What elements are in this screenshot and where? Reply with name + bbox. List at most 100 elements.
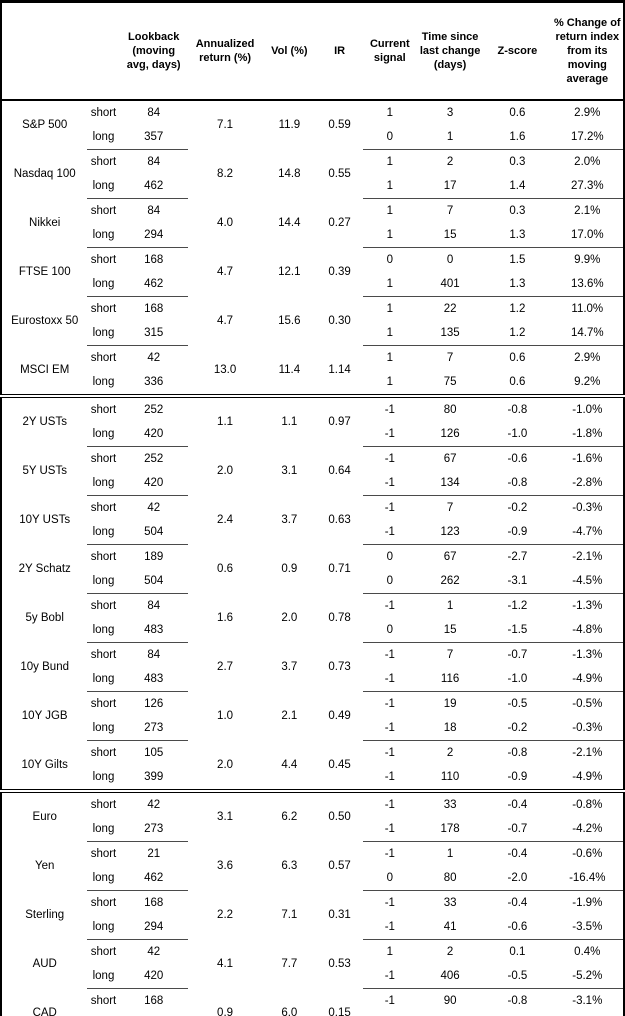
table-row: 5Y USTs short 252 2.0 3.1 0.64 -1 67 -0.6 -1.6% <box>1 447 624 477</box>
table-row: long 294 -1 41 -0.6 -3.5% <box>1 915 624 940</box>
ir-value: 1.14 <box>328 363 351 376</box>
zscore-value: -0.9 <box>483 520 552 545</box>
annualized-return-value: 2.2 <box>217 909 234 921</box>
zscore-value: -2.0 <box>483 866 552 891</box>
zscore-value: -0.6 <box>507 453 528 465</box>
zscore-value: 1.6 <box>483 125 552 150</box>
vol-value: 11.9 <box>278 119 301 132</box>
ir-value: 0.49 <box>328 710 351 722</box>
current-signal-value: -1 <box>384 600 395 612</box>
annualized-return-value: 2.7 <box>217 661 234 673</box>
current-signal-value: -1 <box>362 765 417 792</box>
time-since-change-value: 18 <box>416 716 484 741</box>
pct-change-value: 2.0% <box>574 156 601 168</box>
ir-value: 0.55 <box>328 168 351 180</box>
vol-value: 3.1 <box>281 465 298 477</box>
time-since-change-value: 126 <box>416 422 484 447</box>
table-row: long 462 0 80 -2.0 -16.4% <box>1 866 624 891</box>
zscore-value: 0.3 <box>509 156 526 168</box>
pct-change-value: -4.8% <box>551 618 624 643</box>
vol-value: 7.7 <box>281 958 298 970</box>
vol-value: 14.8 <box>278 168 301 180</box>
time-since-change-value: 1 <box>416 125 484 150</box>
zscore-value: 1.2 <box>483 321 552 346</box>
pct-change-value: -4.2% <box>551 817 624 842</box>
lookback-value: 168 <box>144 303 164 315</box>
current-signal-value: 1 <box>362 370 417 397</box>
side-label: short <box>90 747 117 759</box>
lookback-value: 420 <box>119 964 188 989</box>
asset-name: CAD <box>32 1006 57 1016</box>
side-label: short <box>90 698 117 710</box>
vol-value: 6.2 <box>262 789 317 842</box>
side-label: short <box>90 848 117 860</box>
pct-change-value: -2.1% <box>572 747 603 759</box>
pct-change-value: -0.3% <box>572 502 603 514</box>
current-signal-value: 0 <box>386 551 394 563</box>
pct-change-value: -4.7% <box>551 520 624 545</box>
lookback-value: 84 <box>147 156 161 168</box>
asset-name: 10y Bund <box>20 661 69 673</box>
zscore-value: -0.8 <box>507 747 528 759</box>
table-row: Nikkei short 84 4.0 14.4 0.27 1 7 0.3 2.1% <box>1 199 624 229</box>
annualized-return-value: 8.2 <box>217 168 234 180</box>
ir-value: 0.50 <box>316 789 363 842</box>
table-row: Yen short 21 3.6 6.3 0.57 -1 1 -0.4 -0.6% <box>1 842 624 872</box>
lookback-value: 126 <box>144 698 164 710</box>
side-label: long <box>87 866 120 891</box>
pct-change-value: -4.9% <box>551 765 624 792</box>
pct-change-value: -0.6% <box>572 848 603 860</box>
current-signal-value: 0 <box>362 618 417 643</box>
side-label: short <box>90 254 117 266</box>
time-since-change-value: 496 <box>416 1013 484 1016</box>
lookback-value: 84 <box>147 107 161 119</box>
zscore-value: 1.2 <box>509 303 526 315</box>
lookback-value: 21 <box>147 848 161 860</box>
vol-value: 2.1 <box>281 710 298 722</box>
time-since-change-value: 2 <box>446 156 454 168</box>
zscore-value: 0.3 <box>509 205 526 217</box>
annualized-return-value: 0.6 <box>217 563 234 575</box>
zscore-value: -0.5 <box>483 964 552 989</box>
zscore-value: 0.6 <box>509 352 526 364</box>
ir-value: 0.45 <box>328 758 351 771</box>
pct-change-value: -0.8% <box>551 789 624 817</box>
lookback-value: 168 <box>144 254 164 266</box>
current-signal-value: 1 <box>362 321 417 346</box>
pct-change-value: 11.0% <box>571 303 604 315</box>
vol-value: 1.1 <box>262 394 317 447</box>
zscore-value: -1.0 <box>483 422 552 447</box>
current-signal-value: 1 <box>386 156 394 168</box>
ir-value: 0.63 <box>328 514 351 526</box>
time-since-change-value: 7 <box>446 502 454 514</box>
lookback-value: 42 <box>119 789 188 817</box>
current-signal-value: -1 <box>362 915 417 940</box>
current-signal-value: -1 <box>362 422 417 447</box>
table-row: 2Y Schatz short 189 0.6 0.9 0.71 0 67 -2.7 -2.1% <box>1 545 624 575</box>
current-signal-value: 1 <box>386 946 394 958</box>
table-row: long 462 1 401 1.3 13.6% <box>1 272 624 297</box>
vol-value: 14.4 <box>278 217 301 229</box>
header-zscore: Z-score <box>483 1 552 101</box>
annualized-return-value: 2.4 <box>217 514 234 526</box>
current-signal-value: 1 <box>386 303 394 315</box>
lookback-value: 462 <box>119 174 188 199</box>
time-since-change-value: 401 <box>416 272 484 297</box>
lookback-value: 252 <box>119 394 188 422</box>
time-since-change-value: 1 <box>446 848 454 860</box>
time-since-change-value: 33 <box>416 789 484 817</box>
vol-value: 6.3 <box>281 860 298 872</box>
header-pct-change: % Change of return index from its moving… <box>551 1 624 101</box>
asset-name: Yen <box>35 860 55 872</box>
ir-value: 0.39 <box>328 266 351 278</box>
time-since-change-value: 134 <box>416 471 484 496</box>
zscore-value: -3.1 <box>483 569 552 594</box>
side-label: short <box>90 107 117 119</box>
lookback-value: 252 <box>144 453 164 465</box>
current-signal-value: -1 <box>362 817 417 842</box>
vol-value: 11.4 <box>278 363 301 376</box>
current-signal-value: -1 <box>362 520 417 545</box>
vol-value: 7.1 <box>281 909 298 921</box>
